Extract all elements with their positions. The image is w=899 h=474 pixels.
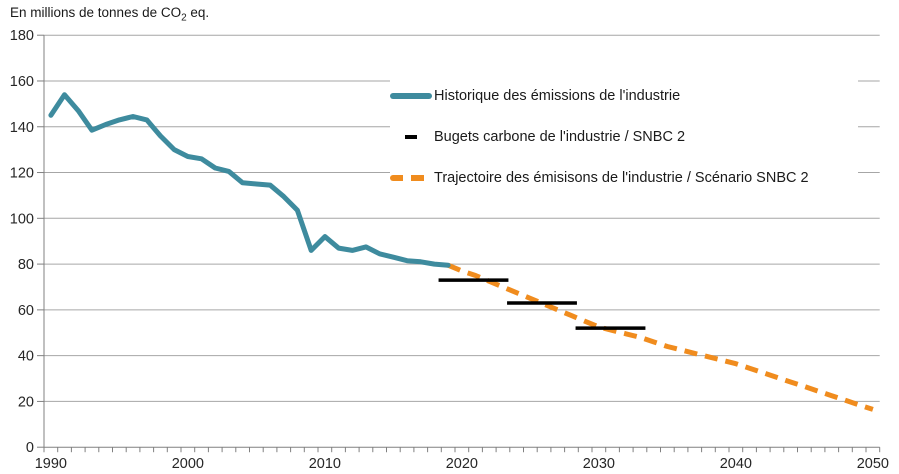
x-tick-label-2030: 2030 [583,456,615,472]
y-tick-label-180: 180 [10,28,34,44]
y-tick-label-60: 60 [18,303,34,319]
trajectory-dashed-swatch-icon [390,175,432,181]
y-tick-label-120: 120 [10,166,34,182]
legend-label-budgets: Bugets carbone de l'industrie / SNBC 2 [434,128,686,145]
chart-title-suffix: eq. [186,5,210,20]
chart-title: En millions de tonnes de CO2 eq. [10,5,209,24]
y-tick-label-40: 40 [18,349,34,365]
historic-line [48,92,451,268]
chart-title-prefix: En millions de tonnes de CO [10,5,182,20]
chart-legend: Historique des émissions de l'industrie … [390,78,858,196]
x-tick-label-2010: 2010 [309,456,341,472]
x-tick-label-2050: 2050 [857,456,889,472]
y-tick-label-140: 140 [10,120,34,136]
y-tick-label-100: 100 [10,211,34,227]
historic-line-swatch-icon [390,93,432,99]
legend-item-trajectory: Trajectoire des émisisons de l'industrie… [390,166,858,190]
x-tick-label-1990: 1990 [35,456,67,472]
legend-item-historic: Historique des émissions de l'industrie [390,84,858,108]
x-tick-label-2040: 2040 [720,456,752,472]
x-tick-label-2020: 2020 [446,456,478,472]
y-tick-label-80: 80 [18,257,34,273]
legend-label-historic: Historique des émissions de l'industrie [434,87,681,104]
y-tick-label-20: 20 [18,394,34,410]
legend-item-budgets: Bugets carbone de l'industrie / SNBC 2 [390,125,858,149]
y-tick-label-160: 160 [10,74,34,90]
legend-label-trajectory: Trajectoire des émisisons de l'industrie… [434,169,809,186]
y-tick-label-0: 0 [26,440,34,456]
budget-dash-swatch-icon [390,134,432,140]
chart-title-subscript: 2 [181,12,187,24]
x-tick-label-2000: 2000 [172,456,204,472]
trajectory-line [447,262,874,412]
